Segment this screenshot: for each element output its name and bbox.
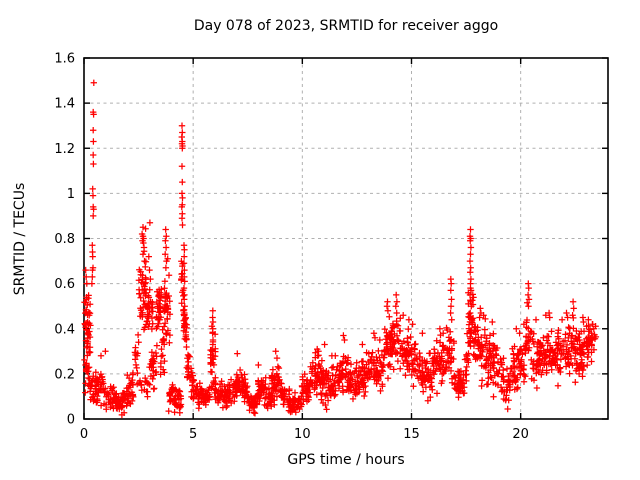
x-axis-title: GPS time / hours <box>287 452 404 468</box>
x-tick-label: 5 <box>189 427 197 442</box>
x-tick-label: 20 <box>512 427 529 442</box>
y-tick-labels: 0 0.2 0.4 0.6 0.8 1 1.2 1.4 1.6 <box>54 52 75 428</box>
y-tick-label: 0.8 <box>54 232 75 247</box>
y-tick-label: 0.6 <box>54 277 75 292</box>
y-tick-label: 0.2 <box>54 367 75 382</box>
y-tick-label: 1.4 <box>54 97 75 112</box>
data-points-series <box>81 79 600 419</box>
x-tick-label: 10 <box>294 427 311 442</box>
y-tick-label: 1.2 <box>54 142 75 157</box>
chart-title: Day 078 of 2023, SRMTID for receiver agg… <box>194 18 498 34</box>
y-tick-label: 0.4 <box>54 322 75 337</box>
y-axis-title: SRMTID / TECUs <box>12 183 28 296</box>
axis-ticks <box>83 57 608 420</box>
y-tick-label: 1.6 <box>54 52 75 67</box>
y-tick-label: 1 <box>67 187 75 202</box>
x-tick-label: 15 <box>403 427 420 442</box>
x-tick-label: 0 <box>80 427 88 442</box>
x-tick-labels: 0 5 10 15 20 <box>80 427 529 442</box>
y-tick-label: 0 <box>67 413 75 428</box>
